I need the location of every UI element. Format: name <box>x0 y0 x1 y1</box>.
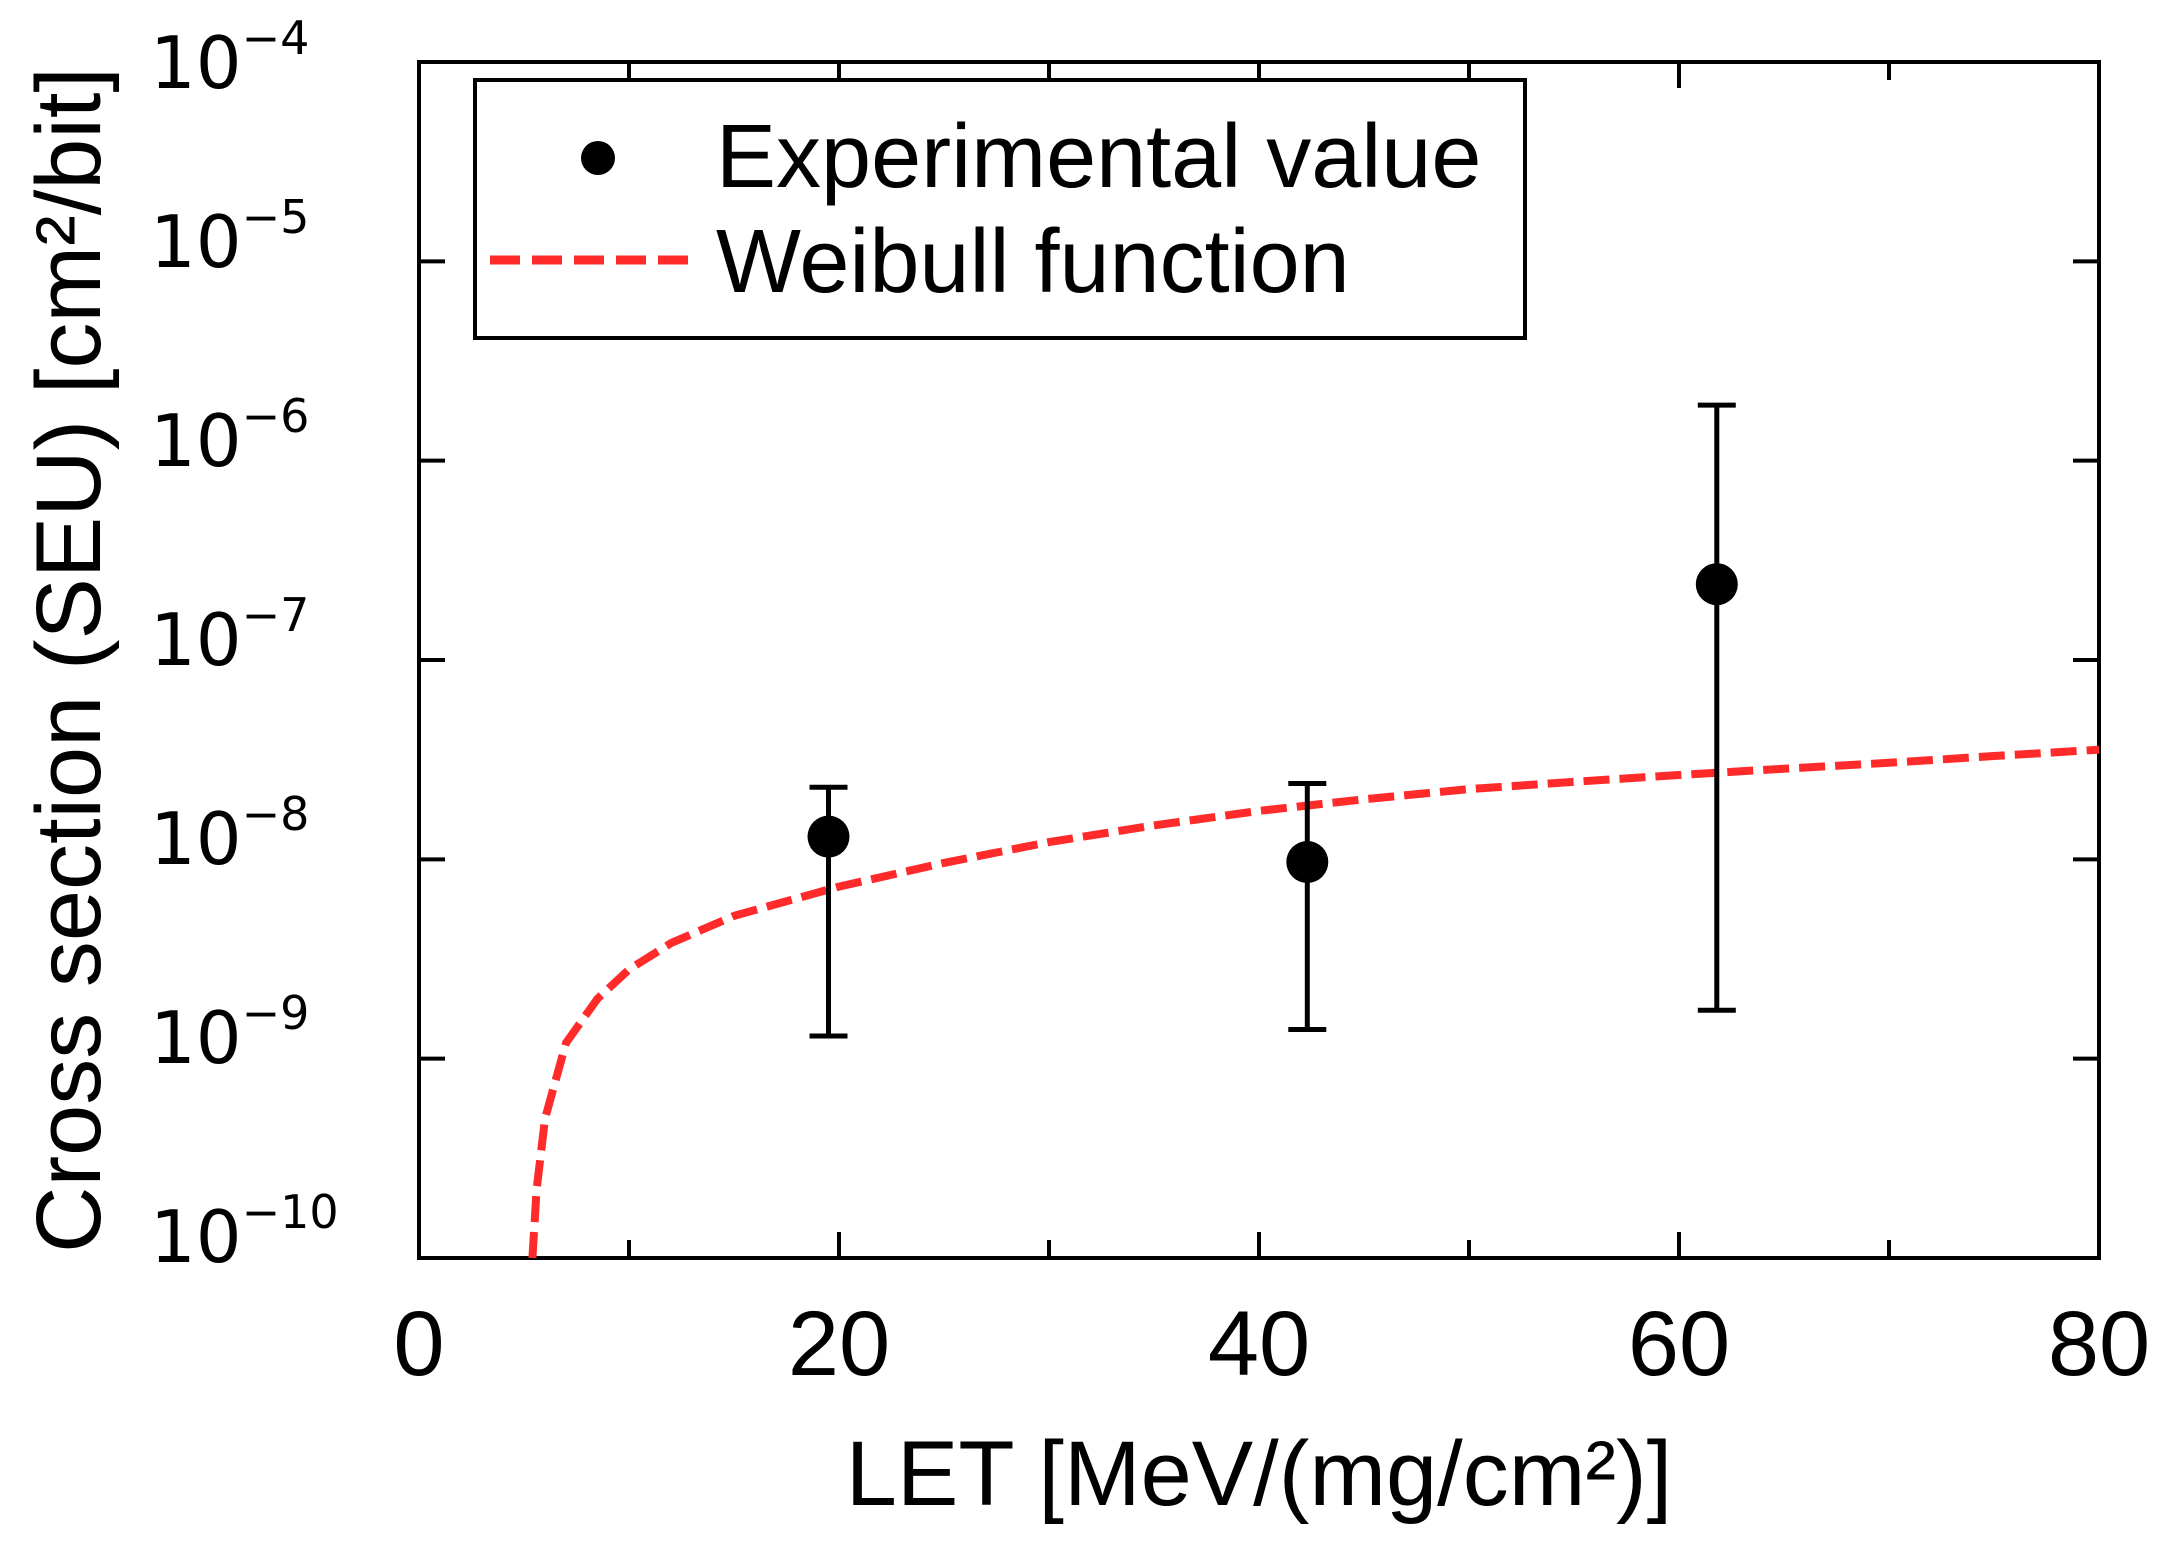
y-tick-label: 10−9 <box>150 986 309 1080</box>
x-axis-title: LET [MeV/(mg/cm²)] <box>846 1423 1672 1525</box>
y-tick-marks <box>419 259 2099 1061</box>
y-tick-label: 10−8 <box>150 787 309 881</box>
y-tick-label: 10−6 <box>150 389 309 483</box>
data-point <box>807 815 850 858</box>
x-tick-label: 0 <box>393 1293 444 1395</box>
weibull-curve <box>528 745 2100 1259</box>
y-tick-labels: 10−10 10−9 10−8 10−7 10−6 10−5 10−4 <box>150 11 339 1279</box>
x-tick-label: 80 <box>2048 1293 2150 1395</box>
experimental-series <box>807 402 1738 1039</box>
y-tick-label: 10−4 <box>150 11 309 105</box>
x-tick-label: 60 <box>1628 1293 1730 1395</box>
legend-label-experimental: Experimental value <box>716 107 1481 207</box>
x-tick-label: 40 <box>1208 1293 1310 1395</box>
data-point <box>1695 563 1738 606</box>
legend: Experimental value Weibull function <box>473 78 1527 340</box>
y-tick-label: 10−5 <box>150 190 309 284</box>
data-point <box>1286 840 1329 883</box>
x-tick-labels: 0 20 40 60 80 <box>393 1293 2150 1395</box>
x-tick-label: 20 <box>788 1293 890 1395</box>
legend-marker-experimental <box>581 141 615 175</box>
y-tick-label: 10−10 <box>150 1185 339 1279</box>
legend-label-weibull: Weibull function <box>716 212 1350 312</box>
y-axis-title: Cross section (SEU) [cm²/bit] <box>18 67 120 1253</box>
y-tick-label: 10−7 <box>150 588 309 682</box>
legend-box <box>473 78 1527 340</box>
weibull-series <box>528 745 2100 1259</box>
